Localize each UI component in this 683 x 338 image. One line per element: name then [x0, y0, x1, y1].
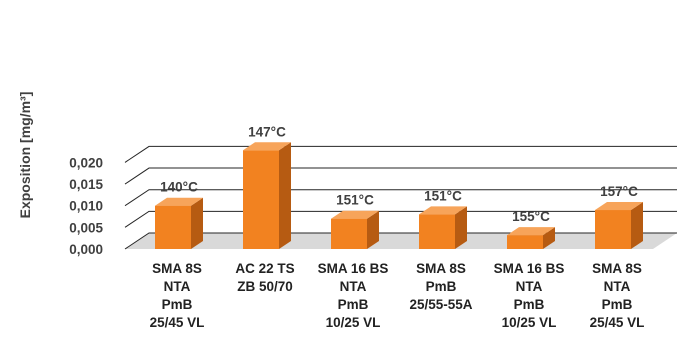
bar-front — [243, 150, 279, 249]
bar-front — [595, 210, 631, 249]
bar-front — [331, 218, 367, 249]
category-label: SMA 16 BS NTA PmB 10/25 VL — [318, 261, 389, 330]
bar-side — [455, 206, 467, 249]
bar-top — [243, 142, 291, 151]
category-label-line: 10/25 VL — [326, 315, 381, 330]
category-label-line: 25/55-55A — [409, 297, 472, 312]
category-label-line: SMA 8S — [416, 261, 466, 276]
data-label: 147°C — [248, 124, 286, 139]
category-label-line: PmB — [514, 297, 545, 312]
y-axis-ticks: 0,000 0,005 0,010 0,015 0,020 — [69, 155, 103, 257]
category-label: SMA 8S NTA PmB 25/45 VL — [150, 261, 205, 330]
category-label: AC 22 TS ZB 50/70 — [235, 261, 294, 294]
bar-side — [543, 227, 555, 249]
data-label: 151°C — [424, 188, 462, 203]
category-label-line: PmB — [426, 279, 457, 294]
y-tick-label: 0,020 — [69, 155, 103, 170]
bar — [243, 142, 291, 249]
category-label-line: NTA — [516, 279, 543, 294]
gridline — [124, 232, 677, 250]
gridline — [124, 145, 677, 163]
bar — [155, 197, 203, 249]
category-label-line: NTA — [340, 279, 367, 294]
bar-side — [191, 197, 203, 249]
category-label-line: PmB — [338, 297, 369, 312]
data-label: 155°C — [512, 209, 550, 224]
y-tick-label: 0,010 — [69, 199, 103, 214]
bar-side — [279, 142, 291, 249]
bar — [331, 210, 379, 249]
data-label: 140°C — [160, 180, 198, 195]
gridline — [124, 189, 677, 207]
category-label-line: NTA — [604, 279, 631, 294]
data-labels: 140°C 147°C 151°C 151°C 155°C 157°C — [160, 124, 638, 224]
category-label-line: 25/45 VL — [150, 315, 205, 330]
bar-top — [155, 197, 203, 206]
bar — [419, 206, 467, 249]
bar — [595, 202, 643, 249]
gridline — [124, 167, 677, 185]
bar-top — [331, 210, 379, 219]
bar-side — [367, 210, 379, 249]
bar-top — [595, 202, 643, 211]
category-label-line: 10/25 VL — [502, 315, 557, 330]
data-label: 157°C — [600, 184, 638, 199]
data-label: 151°C — [336, 193, 374, 208]
category-label-line: SMA 8S — [152, 261, 202, 276]
category-label-line: AC 22 TS — [235, 261, 294, 276]
category-labels: SMA 8S NTA PmB 25/45 VL AC 22 TS ZB 50/70 SMA … — [150, 261, 645, 330]
chart-floor — [125, 233, 677, 249]
bar-top — [419, 206, 467, 215]
gridline — [124, 210, 677, 228]
category-label-line: SMA 8S — [592, 261, 642, 276]
y-tick-label: 0,015 — [69, 177, 103, 192]
category-label-line: PmB — [162, 297, 193, 312]
bars-layer — [155, 142, 643, 249]
y-tick-label: 0,005 — [69, 220, 103, 235]
bar-front — [155, 205, 191, 249]
category-label-line: SMA 16 BS — [494, 261, 565, 276]
category-label-line: PmB — [602, 297, 633, 312]
category-label-line: SMA 16 BS — [318, 261, 389, 276]
bar-side — [631, 202, 643, 249]
bar-front — [419, 214, 455, 249]
y-axis-label: Exposition [mg/m³] — [17, 92, 33, 219]
category-label: SMA 8S NTA PmB 25/45 VL — [590, 261, 645, 330]
grid-layer — [124, 145, 677, 250]
bar — [507, 227, 555, 249]
bar-top — [507, 227, 555, 236]
category-label-line: NTA — [164, 279, 191, 294]
category-label: SMA 8S PmB 25/55-55A — [409, 261, 472, 312]
bar-front — [507, 235, 543, 249]
category-label-line: ZB 50/70 — [237, 279, 293, 294]
category-label-line: 25/45 VL — [590, 315, 645, 330]
y-tick-label: 0,000 — [69, 242, 103, 257]
category-label: SMA 16 BS NTA PmB 10/25 VL — [494, 261, 565, 330]
